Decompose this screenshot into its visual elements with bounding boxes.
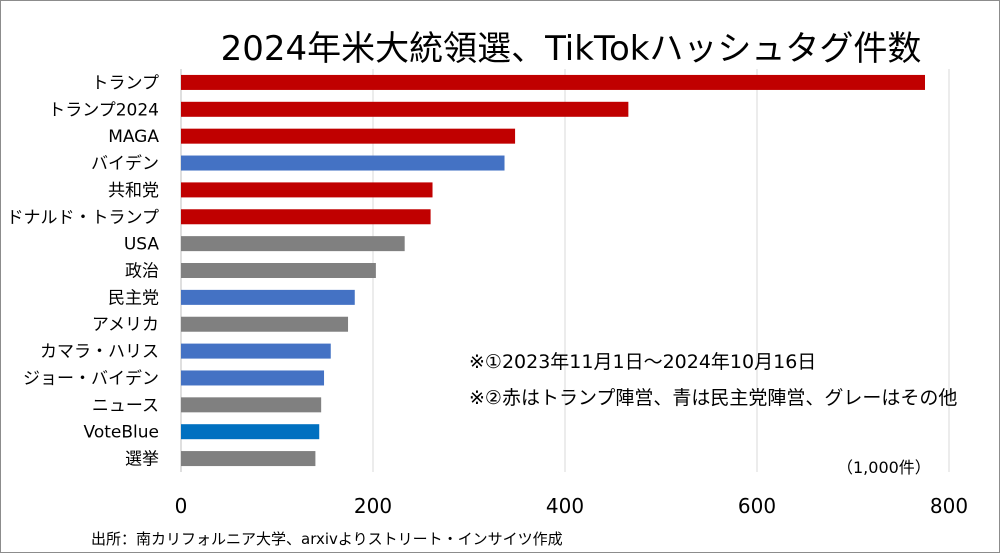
bar: [181, 155, 505, 171]
category-label: トランプ2024: [48, 100, 159, 120]
source-note: 出所：南カリフォルニア大学、arxivよりストリート・インサイツ作成: [91, 530, 563, 548]
x-tick-label: 400: [546, 494, 584, 518]
category-label: アメリカ: [92, 315, 159, 335]
category-label: トランプ: [92, 73, 160, 93]
bar: [181, 397, 322, 413]
bar: [181, 263, 376, 278]
category-label: 民主党: [108, 288, 159, 308]
category-label: VoteBlue: [84, 423, 159, 443]
bar: [181, 209, 431, 225]
category-label: USA: [124, 235, 160, 255]
chart-title: 2024年米大統領選、TikTokハッシュタグ件数: [220, 29, 922, 69]
bar: [181, 236, 405, 252]
x-tick-label: 0: [175, 494, 188, 518]
category-label: MAGA: [108, 127, 159, 147]
bar: [181, 74, 925, 90]
category-label: 選挙: [125, 450, 159, 470]
bar: [181, 128, 516, 144]
bar: [181, 424, 320, 440]
category-label: カマラ・ハリス: [40, 342, 159, 362]
bar: [181, 370, 325, 386]
category-label: ニュース: [92, 396, 159, 416]
unit-label: （1,000件）: [837, 458, 931, 477]
x-tick-label: 600: [738, 494, 776, 518]
x-tick-label: 200: [354, 494, 392, 518]
x-tick-label: 800: [930, 494, 968, 518]
category-label: 政治: [125, 262, 159, 282]
bar: [181, 343, 331, 359]
bar: [181, 451, 316, 467]
bar: [181, 101, 629, 117]
category-label: ジョー・バイデン: [23, 368, 159, 389]
period-note: ※①2023年11月1日～2024年10月16日: [469, 351, 817, 373]
category-label: 共和党: [108, 181, 159, 201]
bar: [181, 182, 433, 198]
category-label: ドナルド・トランプ: [7, 208, 160, 228]
bar: [181, 316, 349, 332]
color-legend-note: ※②赤はトランプ陣営、青は民主党陣営、グレーはその他: [469, 387, 958, 409]
bar: [181, 289, 355, 305]
category-label: バイデン: [91, 153, 159, 174]
